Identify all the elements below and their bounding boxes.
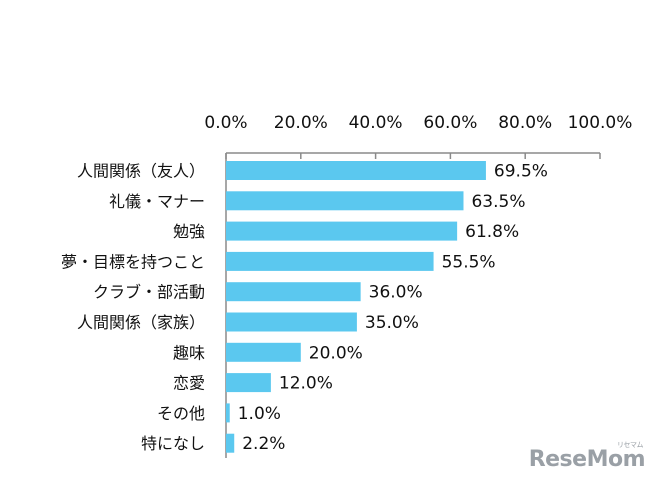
category-label: クラブ・部活動 [93, 283, 205, 302]
data-label: 36.0% [369, 283, 423, 303]
category-label: 人間関係（家族） [77, 313, 205, 332]
bar [226, 251, 434, 271]
category-label: 夢・目標を持つこと [61, 252, 205, 271]
bar [226, 221, 458, 241]
data-label: 20.0% [309, 343, 363, 363]
x-tick-label: 60.0% [423, 113, 477, 133]
resemom-logo: ReseMom リセマム [528, 441, 646, 472]
x-tick-label: 40.0% [349, 113, 403, 133]
bar [226, 342, 301, 362]
category-label: その他 [157, 404, 205, 423]
bar [226, 161, 486, 180]
data-label: 1.0% [238, 404, 281, 424]
bar [226, 282, 361, 302]
x-axis: 0.0% 20.0% 40.0% 60.0% 80.0% 100.0% [204, 113, 632, 159]
logo-subtext: リセマム [617, 441, 644, 449]
category-label: 礼儀・マナー [109, 192, 205, 211]
data-label: 2.2% [242, 434, 285, 454]
data-label: 12.0% [279, 374, 333, 394]
category-labels: 人間関係（友人） 礼儀・マナー勉強夢・目標を持つことクラブ・部活動人間関係（家族）… [61, 162, 205, 454]
bar [226, 312, 357, 332]
data-labels: 69.5% 63.5% 61.8% 55.5% 36.0% 35.0%20.0% 12.0%… [238, 162, 548, 455]
x-tick-label: 0.0% [204, 113, 247, 133]
x-tick-label: 20.0% [274, 113, 328, 133]
category-label: 勉強 [173, 222, 205, 241]
data-label: 69.5% [494, 162, 548, 182]
bar [226, 433, 235, 453]
bar [226, 191, 464, 211]
category-label: 特になし [141, 434, 205, 453]
category-label: 恋愛 [173, 374, 205, 393]
data-label: 35.0% [365, 313, 419, 333]
data-label: 63.5% [471, 192, 525, 212]
data-label: 55.5% [442, 252, 496, 272]
bars [226, 161, 486, 453]
bar [226, 403, 230, 423]
x-tick-label: 100.0% [568, 113, 633, 133]
x-tick-label: 80.0% [498, 113, 552, 133]
bar [226, 373, 271, 393]
category-label: 趣味 [173, 343, 205, 362]
data-label: 61.8% [465, 222, 519, 242]
category-label: 人間関係（友人） [77, 162, 205, 181]
logo-text: ReseMom [528, 447, 646, 472]
